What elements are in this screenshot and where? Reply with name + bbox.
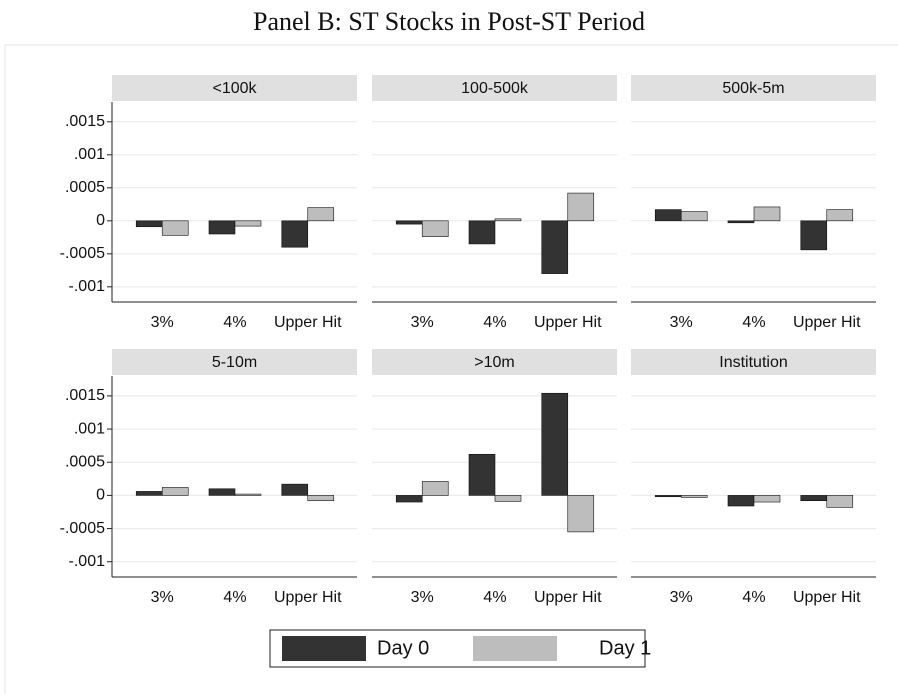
bar	[468, 453, 496, 496]
bar	[680, 495, 708, 498]
chart-title: Panel B: ST Stocks in Post-ST Period	[253, 7, 645, 36]
bar	[567, 495, 595, 533]
panel-title: <100k	[212, 80, 257, 97]
panel-header	[631, 349, 876, 375]
x-tick-label: 3%	[670, 314, 693, 331]
bar	[494, 218, 522, 222]
x-tick-label: 3%	[411, 314, 434, 331]
x-tick-label: Upper Hit	[534, 589, 602, 606]
bar	[135, 220, 163, 228]
bar	[395, 220, 423, 225]
bar	[281, 220, 309, 248]
bar	[654, 495, 682, 498]
x-tick-label: 4%	[223, 314, 246, 331]
bar	[826, 495, 854, 508]
y-tick-label: .0015	[65, 387, 105, 404]
panel-header	[372, 75, 617, 101]
y-tick-label: 0	[96, 487, 105, 504]
panel-header	[112, 75, 357, 101]
bar	[208, 220, 236, 235]
y-tick-label: 0	[96, 212, 105, 229]
bar	[826, 209, 854, 222]
x-tick-label: Upper Hit	[793, 589, 861, 606]
panel-header	[112, 349, 357, 375]
panel-header	[631, 75, 876, 101]
y-tick-label: -.001	[69, 553, 106, 570]
legend-label: Day 1	[599, 637, 651, 659]
bar	[727, 220, 755, 224]
bar	[800, 220, 828, 251]
bar	[494, 495, 522, 502]
x-tick-label: 3%	[670, 589, 693, 606]
x-tick-label: 4%	[483, 314, 506, 331]
x-tick-label: Upper Hit	[534, 314, 602, 331]
y-tick-label: -.0005	[60, 245, 105, 262]
bar	[395, 495, 423, 503]
bar	[208, 488, 236, 496]
panel-header	[372, 349, 617, 375]
legend-label: Day 0	[377, 637, 429, 659]
y-tick-label: .0005	[65, 453, 105, 470]
legend-swatch	[473, 636, 557, 661]
bar	[753, 206, 781, 222]
bar	[541, 392, 569, 496]
panel-title: >10m	[474, 354, 514, 371]
bar	[234, 220, 262, 227]
x-tick-label: 4%	[223, 589, 246, 606]
y-tick-label: -.001	[69, 278, 106, 295]
x-tick-label: 4%	[483, 589, 506, 606]
x-tick-label: 3%	[151, 314, 174, 331]
bar	[307, 495, 335, 502]
bar	[654, 209, 682, 222]
bar	[421, 220, 449, 237]
y-tick-label: .0015	[65, 113, 105, 130]
x-tick-label: 3%	[151, 589, 174, 606]
panel-title: 5-10m	[212, 354, 257, 371]
x-tick-label: Upper Hit	[274, 589, 342, 606]
x-tick-label: 3%	[411, 589, 434, 606]
bar	[800, 495, 828, 502]
y-tick-label: .001	[74, 146, 105, 163]
panel-title: 500k-5m	[722, 80, 784, 97]
x-tick-label: Upper Hit	[274, 314, 342, 331]
bar	[281, 483, 309, 496]
bar	[753, 495, 781, 503]
bar	[135, 491, 163, 496]
x-tick-label: 4%	[742, 589, 765, 606]
bar	[468, 220, 496, 245]
bar	[161, 487, 189, 496]
bar	[421, 481, 449, 496]
bar	[567, 192, 595, 222]
bar	[541, 220, 569, 274]
bar	[307, 207, 335, 222]
bar	[727, 495, 755, 507]
x-tick-label: 4%	[742, 314, 765, 331]
bar	[680, 211, 708, 222]
panel-title: 100-500k	[461, 80, 529, 97]
panel-title: Institution	[719, 354, 787, 371]
bar	[234, 493, 262, 496]
legend-swatch	[282, 636, 366, 661]
bar	[161, 220, 189, 236]
y-tick-label: -.0005	[60, 520, 105, 537]
y-tick-label: .001	[74, 420, 105, 437]
y-tick-label: .0005	[65, 179, 105, 196]
x-tick-label: Upper Hit	[793, 314, 861, 331]
